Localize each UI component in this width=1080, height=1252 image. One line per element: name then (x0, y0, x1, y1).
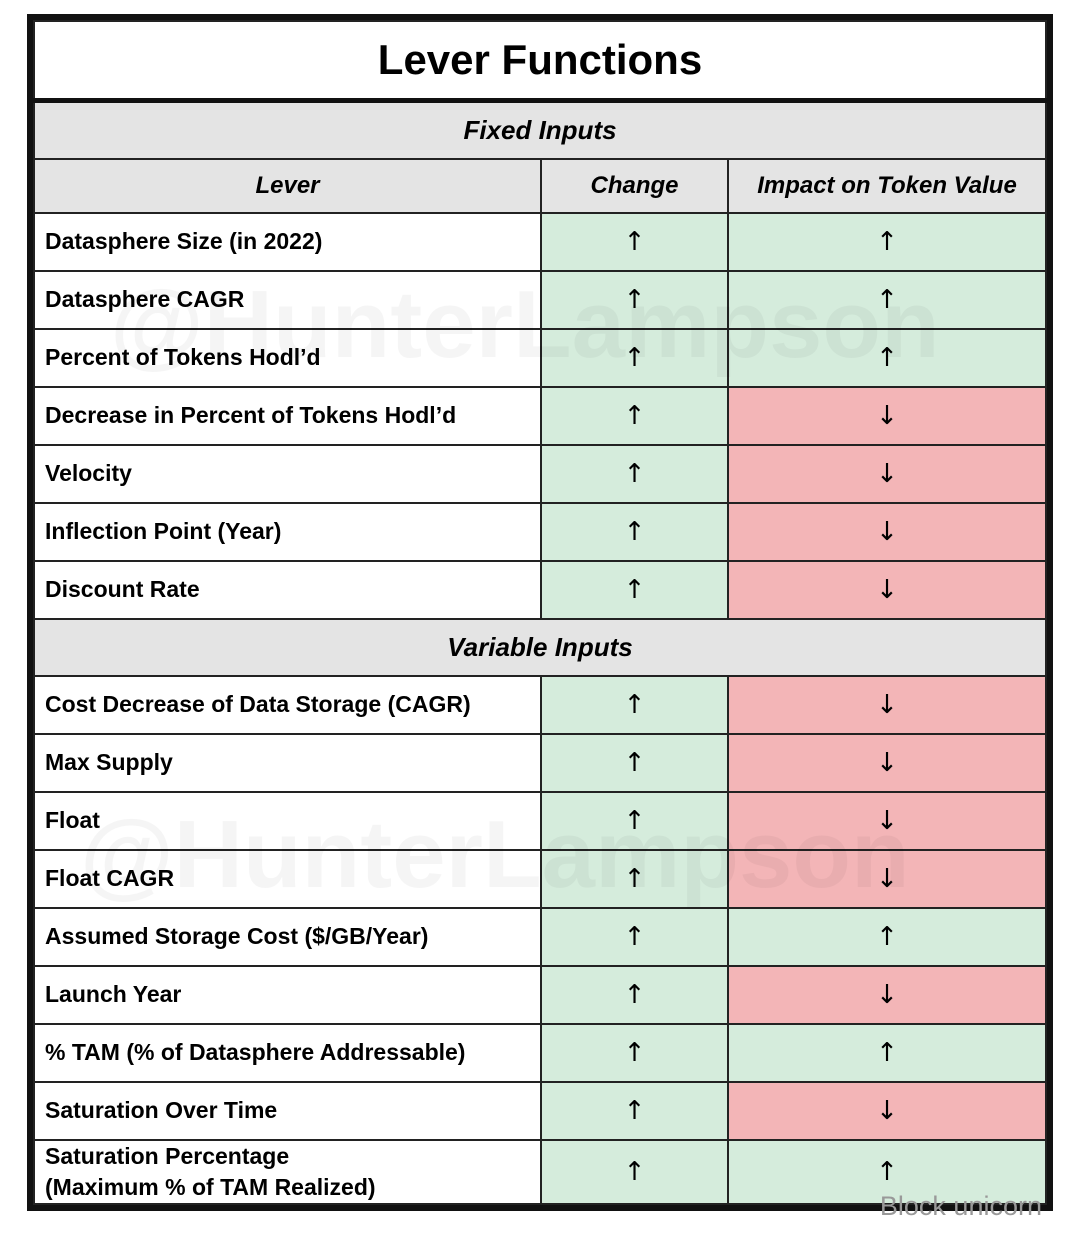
section-row: Fixed Inputs (33, 99, 1047, 160)
lever-row: Assumed Storage Cost ($/GB/Year) ↑ ↑ (33, 907, 1047, 967)
section-header: Variable Inputs (33, 618, 1047, 677)
change-arrow: ↑ (540, 675, 729, 735)
impact-arrow: ↓ (727, 502, 1047, 562)
change-arrow: ↑ (540, 270, 729, 330)
lever-name: Saturation Percentage (Maximum % of TAM … (33, 1138, 542, 1206)
lever-row: Saturation Percentage (Maximum % of TAM … (33, 1138, 1047, 1206)
change-arrow: ↑ (540, 560, 729, 620)
lever-name: Datasphere Size (in 2022) (33, 212, 542, 272)
change-arrow: ↑ (540, 1138, 729, 1206)
change-arrow: ↑ (540, 965, 729, 1025)
impact-arrow: ↓ (727, 386, 1047, 446)
table-frame: Lever Functions Fixed Inputs Lever Change I… (27, 14, 1053, 1212)
lever-row: Float CAGR ↑ ↓ (33, 849, 1047, 909)
lever-row: Percent of Tokens Hodl’d ↑ ↑ (33, 328, 1047, 388)
column-header: Impact on Token Value (727, 158, 1047, 214)
lever-row: Datasphere CAGR ↑ ↑ (33, 270, 1047, 330)
column-header: Lever (33, 158, 542, 214)
lever-row: Datasphere Size (in 2022) ↑ ↑ (33, 212, 1047, 272)
lever-name: Max Supply (33, 733, 542, 793)
lever-name: Launch Year (33, 965, 542, 1025)
lever-name: Cost Decrease of Data Storage (CAGR) (33, 675, 542, 735)
lever-row: Launch Year ↑ ↓ (33, 965, 1047, 1025)
lever-row: Velocity ↑ ↓ (33, 444, 1047, 504)
lever-row: Discount Rate ↑ ↓ (33, 560, 1047, 620)
change-arrow: ↑ (540, 849, 729, 909)
impact-arrow: ↓ (727, 1081, 1047, 1141)
lever-table: Lever Functions Fixed Inputs Lever Change I… (33, 20, 1047, 1206)
lever-row: Saturation Over Time ↑ ↓ (33, 1081, 1047, 1141)
change-arrow: ↑ (540, 386, 729, 446)
lever-row: Max Supply ↑ ↓ (33, 733, 1047, 793)
change-arrow: ↑ (540, 907, 729, 967)
impact-arrow: ↑ (727, 212, 1047, 272)
table-body: Lever Functions Fixed Inputs Lever Change I… (33, 20, 1047, 1206)
lever-name: Float (33, 791, 542, 851)
change-arrow: ↑ (540, 328, 729, 388)
impact-arrow: ↓ (727, 965, 1047, 1025)
impact-arrow: ↑ (727, 1138, 1047, 1206)
lever-row: Float ↑ ↓ (33, 791, 1047, 851)
title-row: Lever Functions (33, 20, 1047, 103)
lever-name: Percent of Tokens Hodl’d (33, 328, 542, 388)
table-title: Lever Functions (33, 20, 1047, 103)
impact-arrow: ↓ (727, 560, 1047, 620)
impact-arrow: ↓ (727, 675, 1047, 735)
section-row: Variable Inputs (33, 618, 1047, 677)
change-arrow: ↑ (540, 212, 729, 272)
column-header-row: Lever Change Impact on Token Value (33, 158, 1047, 214)
lever-name: Decrease in Percent of Tokens Hodl’d (33, 386, 542, 446)
lever-row: Decrease in Percent of Tokens Hodl’d ↑ ↓ (33, 386, 1047, 446)
section-header: Fixed Inputs (33, 99, 1047, 160)
impact-arrow: ↓ (727, 849, 1047, 909)
change-arrow: ↑ (540, 1023, 729, 1083)
change-arrow: ↑ (540, 502, 729, 562)
lever-name: Datasphere CAGR (33, 270, 542, 330)
impact-arrow: ↑ (727, 328, 1047, 388)
impact-arrow: ↑ (727, 270, 1047, 330)
change-arrow: ↑ (540, 733, 729, 793)
impact-arrow: ↓ (727, 733, 1047, 793)
lever-row: Cost Decrease of Data Storage (CAGR) ↑ ↓ (33, 675, 1047, 735)
lever-name: Velocity (33, 444, 542, 504)
impact-arrow: ↑ (727, 1023, 1047, 1083)
impact-arrow: ↓ (727, 791, 1047, 851)
impact-arrow: ↓ (727, 444, 1047, 504)
lever-name: Assumed Storage Cost ($/GB/Year) (33, 907, 542, 967)
lever-row: Inflection Point (Year) ↑ ↓ (33, 502, 1047, 562)
lever-name: % TAM (% of Datasphere Addressable) (33, 1023, 542, 1083)
lever-name: Float CAGR (33, 849, 542, 909)
impact-arrow: ↑ (727, 907, 1047, 967)
change-arrow: ↑ (540, 1081, 729, 1141)
lever-row: % TAM (% of Datasphere Addressable) ↑ ↑ (33, 1023, 1047, 1083)
column-header: Change (540, 158, 729, 214)
lever-name: Saturation Over Time (33, 1081, 542, 1141)
lever-name: Inflection Point (Year) (33, 502, 542, 562)
change-arrow: ↑ (540, 791, 729, 851)
change-arrow: ↑ (540, 444, 729, 504)
lever-name: Discount Rate (33, 560, 542, 620)
brand-watermark: Block unicorn (879, 1191, 1042, 1221)
